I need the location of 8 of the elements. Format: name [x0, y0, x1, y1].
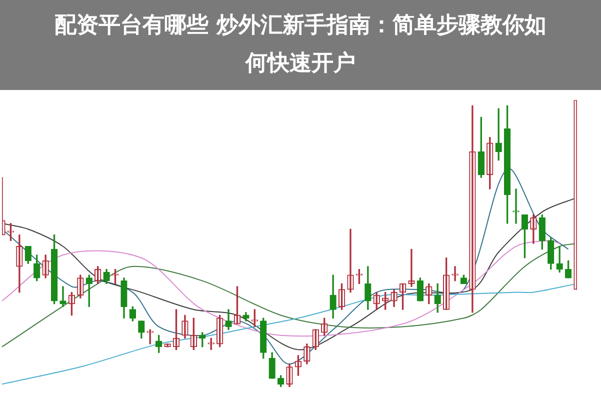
- candlestick: [146, 329, 154, 344]
- candlestick: [512, 188, 520, 224]
- chart-title: 配资平台有哪些 炒外汇新手指南：简单步骤教你如何快速开户: [0, 0, 601, 90]
- candlestick: [452, 266, 458, 282]
- candlestick: [356, 269, 363, 284]
- candlestick: [251, 309, 258, 328]
- candlestick: [7, 223, 14, 241]
- candlestick: [112, 269, 119, 284]
